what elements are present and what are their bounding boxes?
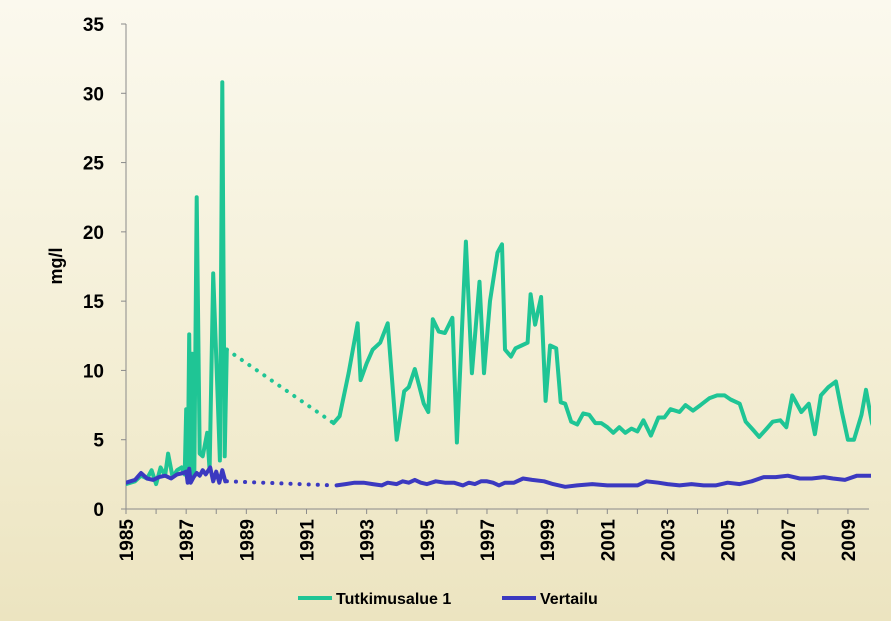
x-tick-label: 1993 — [358, 519, 379, 561]
x-tick-label: 1991 — [297, 519, 318, 562]
y-axis: 0 5 10 15 20 25 30 35 — [83, 15, 127, 521]
x-tick-label: 2001 — [598, 519, 619, 562]
series-layer — [126, 80, 871, 489]
series-line-segment — [334, 473, 871, 489]
y-tick-label: 15 — [83, 292, 105, 313]
y-tick-label: 10 — [83, 361, 104, 382]
series-gap-dotted — [224, 479, 336, 488]
y-tick-label: 0 — [93, 500, 104, 521]
y-axis-title: mg/l — [46, 247, 66, 284]
y-tick-label: 25 — [83, 154, 105, 175]
x-tick-label: 2003 — [658, 519, 679, 561]
x-tick-label: 1989 — [237, 519, 258, 561]
x-tick-label: 2009 — [839, 519, 860, 561]
x-tick-label: 1999 — [538, 519, 559, 561]
legend-label: Vertailu — [540, 591, 598, 608]
series-1 — [126, 465, 871, 489]
y-tick-label: 30 — [83, 84, 104, 105]
series-0 — [126, 80, 871, 487]
x-tick-label: 2007 — [779, 519, 800, 561]
x-tick-label: 2005 — [719, 519, 740, 562]
x-tick-label: 1995 — [418, 519, 439, 562]
y-tick-label: 5 — [93, 431, 104, 452]
legend-label: Tutkimusalue 1 — [336, 591, 451, 608]
x-tick-label: 1987 — [177, 519, 198, 561]
y-tick-label: 35 — [83, 15, 105, 36]
series-line-segment — [331, 239, 871, 445]
legend: Tutkimusalue 1 Vertailu — [298, 591, 598, 608]
x-tick-label: 1985 — [117, 519, 138, 562]
x-axis: 1985 1987 1989 1991 1993 1995 1997 1999 2001 2003… — [117, 508, 869, 562]
y-tick-label: 20 — [83, 223, 104, 244]
series-line-segment — [126, 80, 229, 487]
series-gap-dotted — [224, 347, 336, 426]
x-tick-label: 1997 — [478, 519, 499, 561]
series-line-segment — [126, 465, 228, 485]
